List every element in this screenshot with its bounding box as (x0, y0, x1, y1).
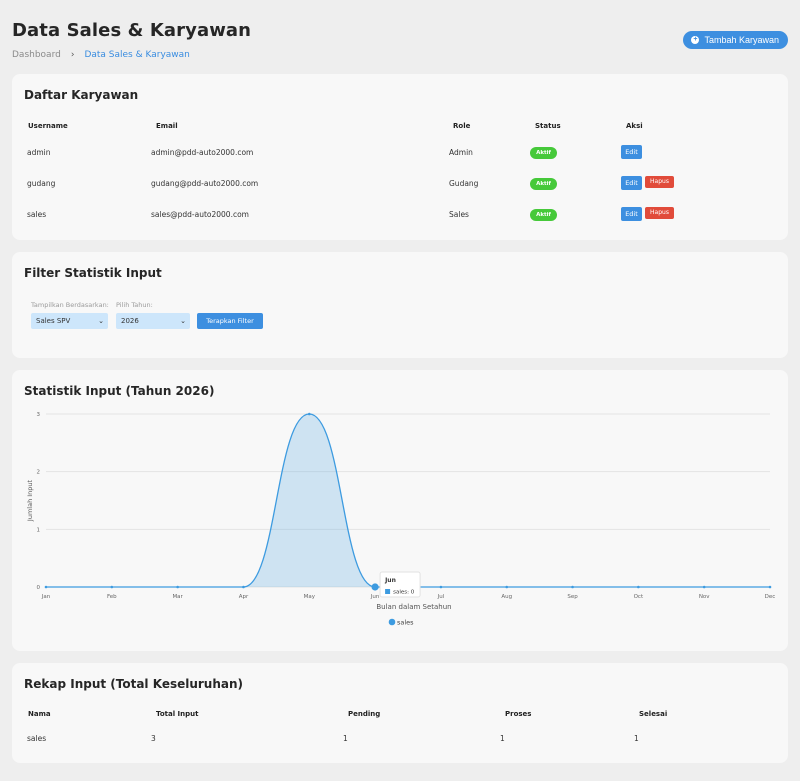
data-point (110, 585, 114, 589)
breadcrumb-dashboard-link[interactable]: Dashboard (12, 50, 61, 60)
tooltip-swatch (385, 589, 391, 594)
page-title: Data Sales & Karyawan (12, 20, 252, 41)
legend-marker (388, 618, 396, 626)
employee-list-title: Daftar Karyawan (24, 88, 139, 102)
recap-total-cell: 3 (151, 734, 156, 743)
chevron-down-icon: ⌄ (98, 317, 104, 325)
x-tick-label: Mar (172, 594, 183, 600)
apply-filter-button[interactable]: Terapkan Filter (197, 313, 263, 329)
year-label: Pilih Tahun: (116, 301, 153, 309)
filter-card: Filter Statistik Input Tampilkan Berdasa… (12, 252, 788, 358)
username-cell: sales (27, 210, 47, 219)
chart-legend: sales (388, 618, 414, 627)
data-point (307, 412, 311, 416)
view-by-value: Sales SPV (36, 317, 71, 325)
legend-label: sales (397, 619, 414, 627)
status-badge: Aktif (530, 147, 557, 159)
col-aksi: Aksi (626, 122, 643, 130)
filter-title: Filter Statistik Input (24, 266, 162, 280)
view-by-select[interactable]: Sales SPV ⌄ (31, 313, 108, 329)
tooltip-title: Jun (384, 577, 396, 584)
plus-circle-icon: + (691, 36, 700, 44)
col-role: Role (453, 122, 471, 130)
x-tick-label: Feb (107, 594, 117, 600)
data-point (176, 585, 179, 589)
edit-button[interactable]: Edit (621, 176, 642, 190)
col-username: Username (28, 122, 68, 130)
tooltip-value: sales: 0 (393, 590, 415, 596)
recap-selesai-cell: 1 (634, 734, 639, 743)
email-cell: admin@pdd-auto2000.com (151, 148, 254, 157)
x-tick-label: Sep (567, 594, 578, 600)
recap-proses-cell: 1 (500, 734, 505, 743)
x-tick-label: Oct (634, 594, 644, 600)
series-line-sales (46, 413, 770, 588)
x-tick-label: Jan (41, 594, 51, 600)
data-point (637, 585, 640, 589)
data-point (44, 585, 48, 589)
y-tick-label: 0 (37, 585, 41, 591)
data-point (439, 585, 443, 589)
role-cell: Sales (449, 210, 469, 219)
chevron-down-icon: ⌄ (180, 317, 186, 325)
status-badge: Aktif (530, 178, 557, 190)
x-tick-label: May (304, 594, 316, 600)
y-tick-label: 3 (37, 412, 41, 418)
year-value: 2026 (121, 317, 139, 325)
recap-name-cell: sales (27, 734, 47, 743)
x-tick-label: Jun (370, 594, 380, 600)
x-tick-label: Dec (765, 594, 776, 600)
add-employee-button[interactable]: + Tambah Karyawan (683, 31, 788, 49)
recap-card: Rekap Input (Total Keseluruhan) Nama Tot… (12, 663, 788, 763)
y-tick-label: 2 (37, 470, 41, 476)
input-stats-chart: 0 1 2 3 Jan Feb Mar Apr May Jun Jul Aug Sep Oct Nov Dec… (26, 412, 776, 627)
x-tick-label: Nov (699, 594, 710, 600)
col-pending: Pending (348, 710, 381, 718)
breadcrumb-separator: › (70, 50, 75, 60)
y-axis-label: Jumlah Input (26, 479, 34, 522)
data-point (242, 585, 245, 589)
username-cell: gudang (27, 179, 56, 188)
edit-button[interactable]: Edit (621, 207, 642, 221)
year-select[interactable]: 2026 ⌄ (116, 313, 190, 329)
series-area-sales (46, 414, 770, 587)
col-total-input: Total Input (156, 710, 199, 718)
breadcrumb-current: Data Sales & Karyawan (84, 50, 190, 60)
recap-pending-cell: 1 (343, 734, 348, 743)
col-status: Status (535, 122, 561, 130)
role-cell: Admin (449, 148, 473, 157)
col-email: Email (156, 122, 178, 130)
view-by-label: Tampilkan Berdasarkan: (31, 301, 109, 309)
data-point (768, 585, 772, 589)
stats-card: Statistik Input (Tahun 2026) 0 1 2 3 Jan Feb M… (12, 370, 788, 651)
recap-title: Rekap Input (Total Keseluruhan) (24, 677, 244, 691)
data-point (702, 585, 706, 589)
x-axis-label: Bulan dalam Setahun (376, 603, 451, 611)
data-point (505, 585, 509, 589)
role-cell: Gudang (449, 179, 479, 188)
col-selesai: Selesai (639, 710, 668, 718)
employee-list-card: Daftar Karyawan Username Email Role Stat… (12, 74, 788, 240)
col-nama: Nama (28, 710, 51, 718)
x-tick-label: Aug (501, 594, 512, 600)
stats-title: Statistik Input (Tahun 2026) (24, 384, 215, 398)
delete-button[interactable]: Hapus (645, 176, 674, 188)
breadcrumb: Dashboard › Data Sales & Karyawan (12, 50, 190, 60)
x-tick-label: Jul (437, 594, 445, 600)
add-employee-label: Tambah Karyawan (704, 35, 779, 45)
x-tick-label: Apr (239, 594, 249, 600)
col-proses: Proses (505, 710, 532, 718)
email-cell: gudang@pdd-auto2000.com (151, 179, 259, 188)
status-badge: Aktif (530, 209, 557, 221)
edit-button[interactable]: Edit (621, 145, 642, 159)
data-point (571, 585, 574, 589)
username-cell: admin (27, 148, 51, 157)
active-data-point (371, 583, 379, 591)
delete-button[interactable]: Hapus (645, 207, 674, 219)
chart-tooltip: Jun sales: 0 (379, 571, 421, 598)
y-tick-label: 1 (37, 527, 41, 533)
email-cell: sales@pdd-auto2000.com (151, 210, 249, 219)
